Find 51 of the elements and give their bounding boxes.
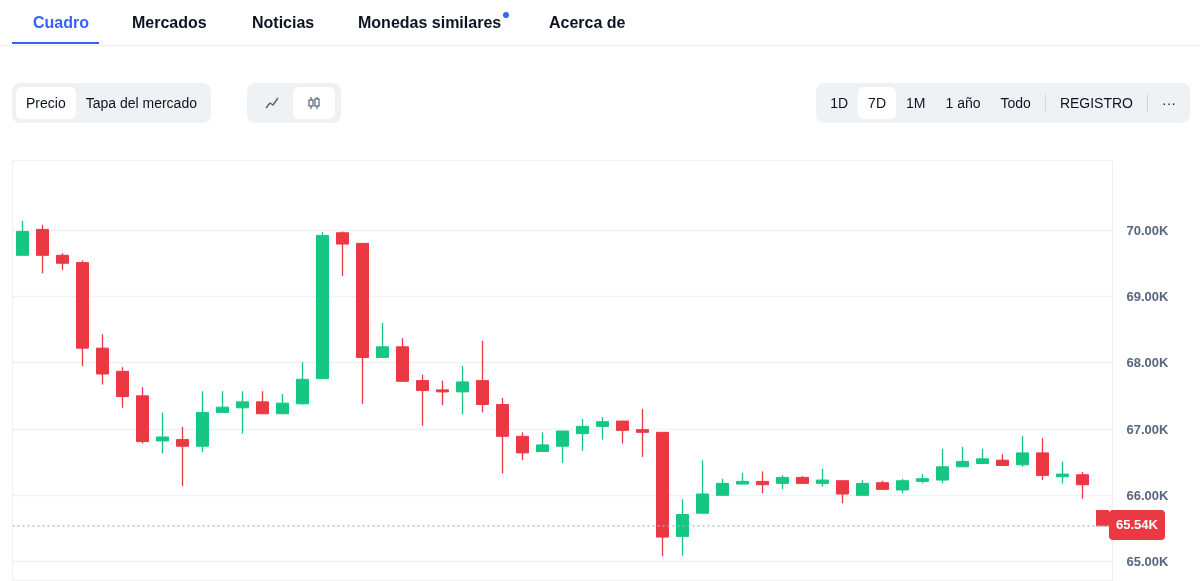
candlestick	[936, 448, 949, 485]
candlestick	[276, 393, 289, 415]
candlestick	[476, 340, 489, 414]
candlestick	[536, 431, 549, 453]
text: ···	[1161, 94, 1177, 113]
candlestick	[676, 498, 689, 557]
text: Noticias	[251, 13, 316, 33]
text: REGISTRO	[1058, 94, 1134, 113]
y-tick-label: 70.00K	[1126, 222, 1170, 238]
candlestick	[336, 230, 349, 277]
text: Tapa del mercado	[84, 94, 198, 113]
text: 1 año	[944, 94, 982, 113]
y-tick-label: 68.00K	[1126, 355, 1170, 371]
text: Todo	[999, 94, 1032, 113]
text: Precio	[16, 87, 76, 119]
candlestick	[696, 459, 709, 514]
candlestick	[456, 365, 469, 416]
text: Cuadro	[12, 8, 99, 44]
candlestick	[176, 426, 189, 487]
ref-line-label: 65.54K	[1109, 510, 1165, 541]
candlestick	[956, 446, 969, 468]
candlestick	[156, 411, 169, 455]
candlestick	[1076, 471, 1089, 500]
y-tick-label: 67.00K	[1126, 421, 1170, 437]
text: 1M	[905, 94, 927, 113]
candlestick	[636, 408, 649, 458]
y-tick-label: 69.00K	[1126, 288, 1170, 304]
text: Acerca de	[548, 13, 627, 33]
text: Monedas similares	[357, 13, 503, 33]
candlestick	[256, 390, 269, 415]
candlestick	[836, 480, 849, 504]
candlestick	[516, 431, 529, 461]
candlestick	[596, 416, 609, 441]
candlestick	[616, 420, 629, 445]
y-tick-label: 65.00K	[1126, 554, 1170, 570]
candlestick	[1036, 437, 1049, 481]
text: 7D	[858, 87, 897, 119]
candlestick	[416, 374, 429, 427]
y-tick-label: 66.00K	[1126, 487, 1170, 503]
text: 1D	[829, 94, 850, 113]
candlestick	[216, 390, 229, 414]
candlestick	[1056, 460, 1069, 485]
candlestick	[16, 220, 29, 256]
candlestick	[376, 322, 389, 359]
candlestick	[436, 379, 449, 406]
text: Mercados	[131, 13, 208, 33]
candlestick	[556, 430, 569, 464]
candlestick	[576, 418, 589, 452]
candlestick	[236, 390, 249, 435]
candlestick	[1016, 434, 1029, 468]
candlestick	[756, 470, 769, 494]
